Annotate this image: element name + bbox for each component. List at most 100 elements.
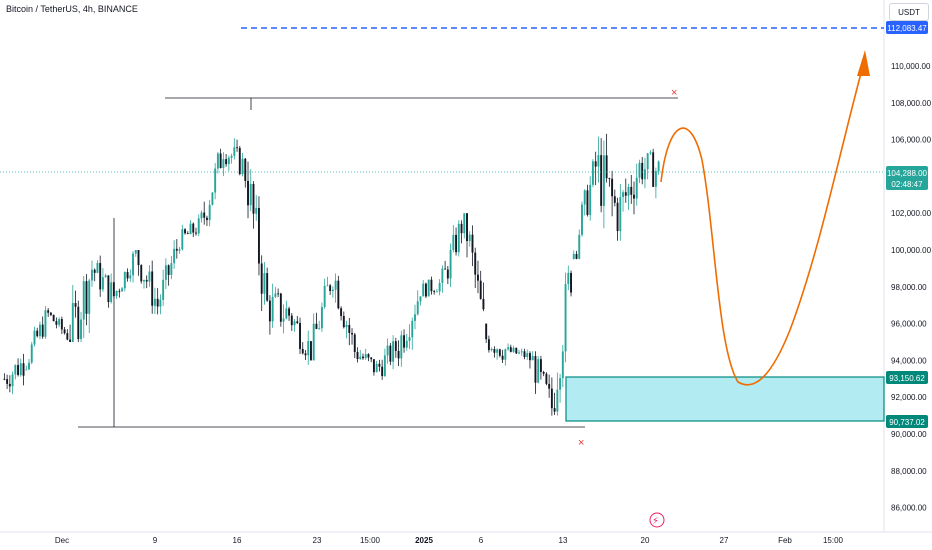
candle-body: [173, 248, 176, 264]
projection-arrowhead: [857, 50, 870, 76]
candle-body: [115, 290, 118, 297]
candle-body: [3, 378, 6, 380]
candle-body: [274, 293, 277, 297]
candle-body: [200, 212, 203, 219]
candle-body: [367, 354, 370, 358]
candle-body: [630, 186, 633, 195]
candle-body: [591, 161, 594, 185]
candle-body: [545, 373, 548, 384]
candle-body: [515, 347, 518, 354]
candle-body: [476, 274, 479, 281]
candle-body: [392, 341, 395, 362]
candle-body: [351, 333, 353, 335]
candle-body: [359, 356, 362, 360]
candle-body: [225, 159, 228, 165]
candle-body: [635, 177, 638, 199]
candle-body: [433, 291, 436, 293]
candle-body: [197, 218, 200, 234]
candle-body: [129, 275, 132, 279]
demand-zone-rect[interactable]: [565, 376, 885, 422]
candle-body: [578, 234, 581, 259]
candle-body: [427, 279, 430, 297]
candle-body: [296, 321, 299, 324]
price-tick-label: 100,000.00: [891, 246, 932, 255]
candle-body: [19, 363, 22, 375]
candle-body: [310, 341, 312, 361]
candle-body: [389, 345, 392, 362]
price-scale[interactable]: 110,000.00 108,000.00 106,000.00 102,000.00…: [891, 62, 932, 513]
projection-path[interactable]: [660, 61, 865, 386]
candle-body: [386, 345, 389, 356]
candle-body: [8, 383, 11, 387]
candle-body: [153, 298, 156, 306]
candle-body: [44, 310, 47, 337]
candle-body: [501, 355, 504, 360]
candle-body: [277, 293, 280, 295]
candle-body: [307, 341, 310, 356]
candle-body: [537, 359, 540, 383]
candle-body: [605, 155, 608, 179]
time-scale[interactable]: Dec 9 16 23 15:00 2025 6 13 20 27 Feb 15:00: [55, 536, 844, 545]
candle-body: [570, 272, 572, 293]
price-tick-label: 86,000.00: [891, 504, 927, 513]
candle-body: [550, 388, 553, 409]
candle-body: [435, 291, 438, 293]
symbol-title[interactable]: Bitcoin / TetherUS, 4h, BINANCE: [6, 4, 138, 14]
time-tick-label: 15:00: [360, 536, 381, 545]
candle-body: [619, 197, 622, 232]
candle-body: [375, 363, 378, 373]
candle-body: [553, 408, 556, 412]
candle-body: [397, 350, 400, 359]
candle-body: [611, 178, 614, 197]
candle-body: [534, 356, 537, 383]
candle-body: [241, 158, 244, 175]
candle-body: [479, 280, 482, 299]
currency-button[interactable]: USDT: [889, 3, 929, 21]
candle-body: [613, 196, 616, 203]
candle-body: [164, 265, 167, 280]
flash-icon[interactable]: [649, 512, 665, 528]
candle-body: [457, 223, 460, 253]
candle-body: [485, 323, 488, 340]
candle-body: [175, 248, 178, 251]
candle-body: [271, 296, 274, 322]
candle-body: [134, 250, 137, 254]
time-tick-label: 20: [641, 536, 650, 545]
candle-body: [643, 169, 646, 180]
candle-body: [77, 306, 80, 340]
time-tick-label: 13: [559, 536, 568, 545]
candle-body: [529, 353, 531, 361]
candle-body: [181, 229, 184, 250]
candle-body: [414, 314, 416, 321]
time-tick-label: 6: [479, 536, 484, 545]
candle-body: [186, 233, 189, 235]
candle-body: [318, 328, 321, 330]
candle-body: [301, 348, 304, 354]
candle-body: [33, 330, 36, 345]
candle-body: [148, 271, 151, 282]
candle-body: [41, 324, 44, 337]
price-tick-label: 106,000.00: [891, 136, 932, 145]
candle-body: [602, 155, 605, 206]
time-tick-label: Feb: [778, 536, 792, 545]
candle-body: [299, 323, 301, 349]
candle-body: [36, 330, 39, 337]
candle-body: [227, 157, 230, 165]
candle-body: [572, 253, 575, 260]
candle-body: [424, 283, 427, 297]
candle-body: [266, 273, 269, 301]
candle-body: [107, 275, 110, 303]
candle-body: [137, 250, 140, 266]
candle-body: [282, 318, 285, 322]
candle-body: [463, 213, 466, 234]
current-price-badge: 104,288.00 02:48:47: [886, 166, 928, 190]
candle-body: [63, 329, 66, 334]
candle-body: [531, 356, 534, 361]
svg-text:93,150.62: 93,150.62: [889, 374, 925, 383]
price-tick-label: 98,000.00: [891, 283, 927, 292]
candle-body: [496, 349, 499, 353]
time-tick-label: 9: [153, 536, 158, 545]
candle-body: [542, 371, 545, 374]
candle-body: [520, 351, 523, 353]
